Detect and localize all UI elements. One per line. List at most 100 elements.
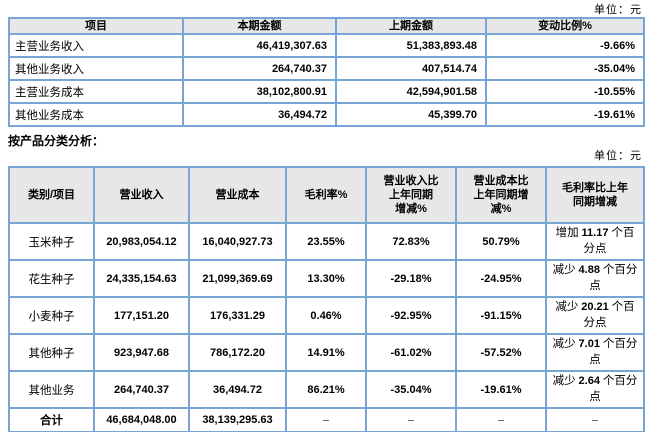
cell-prior-amount: 42,594,901.58 bbox=[335, 79, 487, 105]
cell-cost-yoy: 50.79% bbox=[455, 222, 547, 261]
cell-cost-yoy: -19.61% bbox=[455, 370, 547, 409]
margin-yoy-suffix: 个百分点 bbox=[589, 374, 638, 403]
margin-yoy-prefix: 增加 bbox=[555, 226, 582, 239]
cell-item-label: 其他业务成本 bbox=[8, 102, 184, 128]
header-revenue-yoy: 营业收入比 上年同期 增减% bbox=[365, 166, 457, 224]
header-item: 项目 bbox=[8, 16, 184, 36]
margin-yoy-prefix: 减少 bbox=[552, 337, 579, 350]
header-margin-yoy: 毛利率比上年 同期增减 bbox=[545, 166, 645, 224]
cell-gross-margin: 0.46% bbox=[285, 296, 367, 335]
cell-cost: 38,139,295.63 bbox=[188, 407, 287, 432]
cell-cost-yoy: -57.52% bbox=[455, 333, 547, 372]
cell-margin-yoy: 增加 11.17 个百分点 bbox=[545, 222, 645, 261]
header-revenue: 营业收入 bbox=[93, 166, 190, 224]
cell-cost: 21,099,369.69 bbox=[188, 259, 287, 298]
margin-yoy-prefix: 减少 bbox=[552, 374, 579, 387]
total-row: 合计 46,684,048.00 38,139,295.63 – – – – bbox=[8, 407, 645, 432]
cell-item-label: 主营业务收入 bbox=[8, 33, 184, 59]
cell-current-amount: 264,740.37 bbox=[182, 56, 337, 82]
summary-table: 项目 本期金额 上期金额 变动比例% 主营业务收入 46,419,307.63 … bbox=[8, 16, 645, 128]
cell-revenue: 264,740.37 bbox=[93, 370, 190, 409]
cell-change-ratio: -35.04% bbox=[485, 56, 645, 82]
cell-category: 其他业务 bbox=[8, 370, 95, 409]
margin-yoy-value: 2.64 bbox=[578, 374, 600, 387]
table-row: 花生种子 24,335,154.63 21,099,369.69 13.30% … bbox=[8, 259, 645, 298]
cell-revenue: 20,983,054.12 bbox=[93, 222, 190, 261]
cell-revenue: 46,684,048.00 bbox=[93, 407, 190, 432]
cell-change-ratio: -10.55% bbox=[485, 79, 645, 105]
cell-gross-margin: 86.21% bbox=[285, 370, 367, 409]
cell-cost-yoy: – bbox=[455, 407, 547, 432]
cell-margin-yoy: 减少 7.01 个百分点 bbox=[545, 333, 645, 372]
cell-margin-yoy: 减少 2.64 个百分点 bbox=[545, 370, 645, 409]
header-gross-margin: 毛利率% bbox=[285, 166, 367, 224]
cell-revenue-yoy: -29.18% bbox=[365, 259, 457, 298]
cell-change-ratio: -9.66% bbox=[485, 33, 645, 59]
cell-cost-yoy: -91.15% bbox=[455, 296, 547, 335]
cell-current-amount: 36,494.72 bbox=[182, 102, 337, 128]
table-row: 主营业务收入 46,419,307.63 51,383,893.48 -9.66… bbox=[8, 33, 645, 59]
cell-prior-amount: 51,383,893.48 bbox=[335, 33, 487, 59]
cell-revenue: 24,335,154.63 bbox=[93, 259, 190, 298]
margin-yoy-value: 11.17 bbox=[581, 226, 609, 239]
margin-yoy-value: 4.88 bbox=[578, 263, 600, 276]
product-analysis-table: 类别/项目 营业收入 营业成本 毛利率% 营业收入比 上年同期 增减% 营业成本… bbox=[8, 166, 645, 432]
unit-label-top: 单位：元 bbox=[594, 4, 642, 16]
table-row: 小麦种子 177,151.20 176,331.29 0.46% -92.95%… bbox=[8, 296, 645, 335]
cell-change-ratio: -19.61% bbox=[485, 102, 645, 128]
cell-prior-amount: 45,399.70 bbox=[335, 102, 487, 128]
header-cost-yoy: 营业成本比 上年同期增 减% bbox=[455, 166, 547, 224]
cell-revenue-yoy: -61.02% bbox=[365, 333, 457, 372]
cell-item-label: 其他业务收入 bbox=[8, 56, 184, 82]
margin-yoy-prefix: 减少 bbox=[552, 263, 579, 276]
margin-yoy-suffix: 个百分点 bbox=[583, 300, 635, 329]
cell-gross-margin: – bbox=[285, 407, 367, 432]
cell-category: 其他种子 bbox=[8, 333, 95, 372]
margin-yoy-value: 7.01 bbox=[578, 337, 600, 350]
cell-gross-margin: 13.30% bbox=[285, 259, 367, 298]
cell-category: 小麦种子 bbox=[8, 296, 95, 335]
cell-gross-margin: 14.91% bbox=[285, 333, 367, 372]
cell-margin-yoy: – bbox=[545, 407, 645, 432]
header-category: 类别/项目 bbox=[8, 166, 95, 224]
cell-cost: 36,494.72 bbox=[188, 370, 287, 409]
cell-revenue-yoy: 72.83% bbox=[365, 222, 457, 261]
table-row: 其他业务成本 36,494.72 45,399.70 -19.61% bbox=[8, 102, 645, 128]
cell-category: 合计 bbox=[8, 407, 95, 432]
table-row: 主营业务成本 38,102,800.91 42,594,901.58 -10.5… bbox=[8, 79, 645, 105]
cell-item-label: 主营业务成本 bbox=[8, 79, 184, 105]
cell-cost: 786,172.20 bbox=[188, 333, 287, 372]
summary-header-row: 项目 本期金额 上期金额 变动比例% bbox=[8, 16, 645, 36]
cell-revenue-yoy: -92.95% bbox=[365, 296, 457, 335]
cell-margin-yoy: 减少 20.21 个百分点 bbox=[545, 296, 645, 335]
cell-category: 玉米种子 bbox=[8, 222, 95, 261]
margin-yoy-suffix: 个百分点 bbox=[583, 226, 635, 255]
product-header-row: 类别/项目 营业收入 营业成本 毛利率% 营业收入比 上年同期 增减% 营业成本… bbox=[8, 166, 645, 224]
header-prior-amount: 上期金额 bbox=[335, 16, 487, 36]
header-current-amount: 本期金额 bbox=[182, 16, 337, 36]
margin-yoy-prefix: 减少 bbox=[555, 300, 582, 313]
table-row: 其他种子 923,947.68 786,172.20 14.91% -61.02… bbox=[8, 333, 645, 372]
header-change-ratio: 变动比例% bbox=[485, 16, 645, 36]
cell-revenue: 177,151.20 bbox=[93, 296, 190, 335]
cell-revenue: 923,947.68 bbox=[93, 333, 190, 372]
table-row: 其他业务 264,740.37 36,494.72 86.21% -35.04%… bbox=[8, 370, 645, 409]
cell-revenue-yoy: – bbox=[365, 407, 457, 432]
header-cost: 营业成本 bbox=[188, 166, 287, 224]
cell-margin-yoy: 减少 4.88 个百分点 bbox=[545, 259, 645, 298]
margin-yoy-value: 20.21 bbox=[581, 300, 609, 313]
cell-cost: 176,331.29 bbox=[188, 296, 287, 335]
margin-yoy-suffix: 个百分点 bbox=[589, 263, 638, 292]
cell-category: 花生种子 bbox=[8, 259, 95, 298]
cell-cost-yoy: -24.95% bbox=[455, 259, 547, 298]
unit-label-mid: 单位：元 bbox=[594, 150, 642, 162]
section-title: 按产品分类分析： bbox=[8, 134, 105, 148]
table-row: 其他业务收入 264,740.37 407,514.74 -35.04% bbox=[8, 56, 645, 82]
cell-cost: 16,040,927.73 bbox=[188, 222, 287, 261]
table-row: 玉米种子 20,983,054.12 16,040,927.73 23.55% … bbox=[8, 222, 645, 261]
cell-revenue-yoy: -35.04% bbox=[365, 370, 457, 409]
cell-gross-margin: 23.55% bbox=[285, 222, 367, 261]
cell-prior-amount: 407,514.74 bbox=[335, 56, 487, 82]
cell-current-amount: 38,102,800.91 bbox=[182, 79, 337, 105]
